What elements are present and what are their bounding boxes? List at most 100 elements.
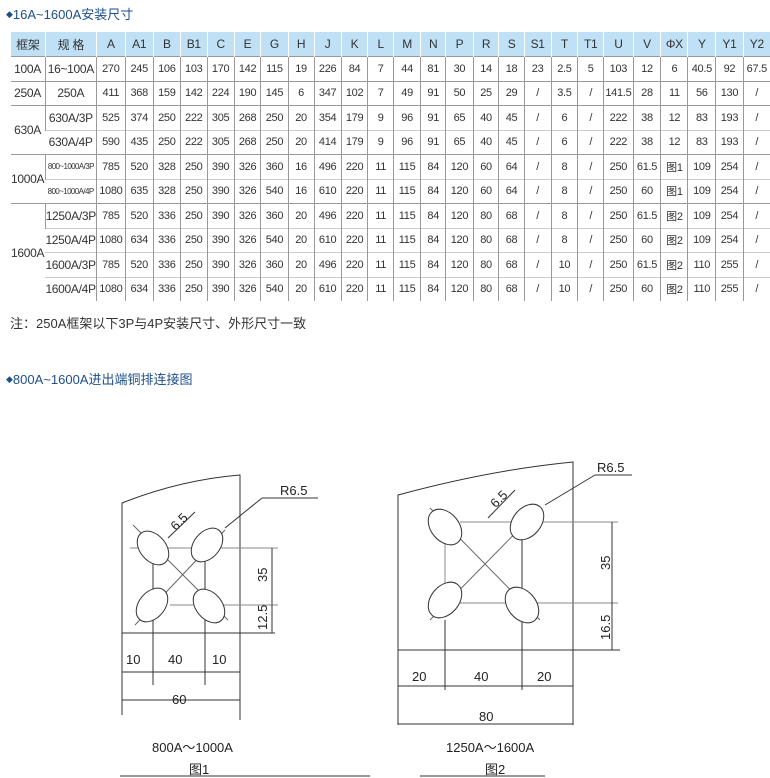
table-row: 250A 250A 411 368 159 142 224 190 145 6 347 102 7 49 9… [10,80,770,106]
fig1-caption: 图1 [189,762,209,777]
value-cell: 19 [287,56,314,81]
value-cell: 56 [687,80,716,106]
value-cell: / [742,276,770,301]
value-cell: 414 [313,129,342,155]
spec-cell: 1250A/4P [45,227,97,253]
value-cell: 8 [550,178,578,204]
value-cell: / [523,203,552,228]
value-cell: 102 [340,80,368,106]
fig2-range: 1250A～1600A [446,740,535,755]
value-cell: 250 [152,105,181,130]
value-cell: 68 [498,227,525,253]
column-header: A1 [124,32,154,57]
value-cell: 91 [420,80,446,106]
fig1-slot-label: 6.5 [167,510,190,533]
column-header: U [603,32,634,57]
value-cell: / [577,252,604,277]
value-cell: 222 [603,105,634,130]
value-cell: 326 [233,178,261,204]
value-cell: 220 [340,154,368,179]
value-cell: / [742,227,770,253]
spec-cell: 630A/4P [45,129,97,155]
value-cell: 109 [687,178,716,204]
value-cell: 38 [632,129,661,155]
value-cell: 图2 [660,203,688,228]
value-cell: 226 [313,56,342,81]
value-cell: 120 [445,203,474,228]
column-header: R [472,32,499,57]
fig2-radius-label: R6.5 [597,460,624,475]
value-cell: 390 [206,252,235,277]
table-row: 1000A 800~1000A/3P 785 520 328 250 390 326 360 16… [10,154,770,204]
value-cell: 11 [367,276,394,301]
value-cell: 634 [124,227,154,253]
value-cell: 图1 [660,178,688,204]
value-cell: 190 [233,80,261,106]
value-cell: 96 [393,129,421,155]
value-cell: 179 [340,129,368,155]
column-header: T [550,32,578,57]
value-cell: 81 [420,56,446,81]
value-cell: 336 [152,227,181,253]
value-cell: 6 [550,129,578,155]
value-cell: 11 [660,80,688,106]
value-cell: 44 [393,56,421,81]
value-cell: 80 [472,203,499,228]
value-cell: 30 [445,56,474,81]
column-header: C [206,32,235,57]
value-cell: 540 [260,276,289,301]
value-cell: 254 [715,227,744,253]
value-cell: / [742,80,770,106]
value-cell: 83 [687,129,716,155]
value-cell: 328 [152,178,181,204]
fig2-caption: 图2 [485,762,505,777]
value-cell: 496 [313,252,342,277]
spec-cell: 800~1000A/3P [44,154,97,179]
column-header: S [498,32,525,57]
value-cell: 16 [287,178,314,204]
table-row: 630A/4P 590 435 250 222 305 268 250 20 414 179 9 96 9… [11,129,770,155]
spec-cell: 16~100A [44,56,97,81]
value-cell: 6 [550,105,578,130]
value-cell: 590 [96,129,126,155]
value-cell: 785 [96,252,126,277]
value-cell: 60 [632,227,661,253]
value-cell: 40 [472,105,499,130]
spec-cell: 250A [44,80,97,106]
value-cell: 254 [715,203,744,228]
value-cell: 图2 [660,252,688,277]
column-header: 规 格 [44,32,97,57]
column-header: J [313,32,342,57]
value-cell: 250 [260,105,289,130]
value-cell: 1080 [96,178,126,204]
column-header: 框架 [10,32,46,57]
value-cell: 115 [393,276,421,301]
value-cell: 347 [313,80,342,106]
value-cell: 141.5 [603,80,634,106]
value-cell: 106 [152,56,181,81]
column-header: Y [687,32,716,57]
value-cell: / [577,80,604,106]
value-cell: 64 [498,154,525,179]
value-cell: 115 [393,252,421,277]
value-cell: 120 [445,227,474,253]
value-cell: 305 [206,129,235,155]
value-cell: 250 [603,227,634,253]
value-cell: / [523,105,552,130]
value-cell: 10 [550,276,578,301]
value-cell: 68 [498,276,525,301]
value-cell: 250 [603,154,634,179]
value-cell: 159 [152,80,181,106]
column-header: Y2 [742,32,770,57]
value-cell: 11 [367,154,394,179]
value-cell: 540 [260,178,289,204]
value-cell: 224 [206,80,235,106]
value-cell: / [523,227,552,253]
frame-cell: 630A [10,105,46,155]
fig1-v2-label: 12.5 [255,605,270,630]
value-cell: 220 [340,227,368,253]
value-cell: 109 [687,227,716,253]
value-cell: 390 [206,154,235,179]
value-cell: 68 [498,252,525,277]
value-cell: 25 [472,80,499,106]
